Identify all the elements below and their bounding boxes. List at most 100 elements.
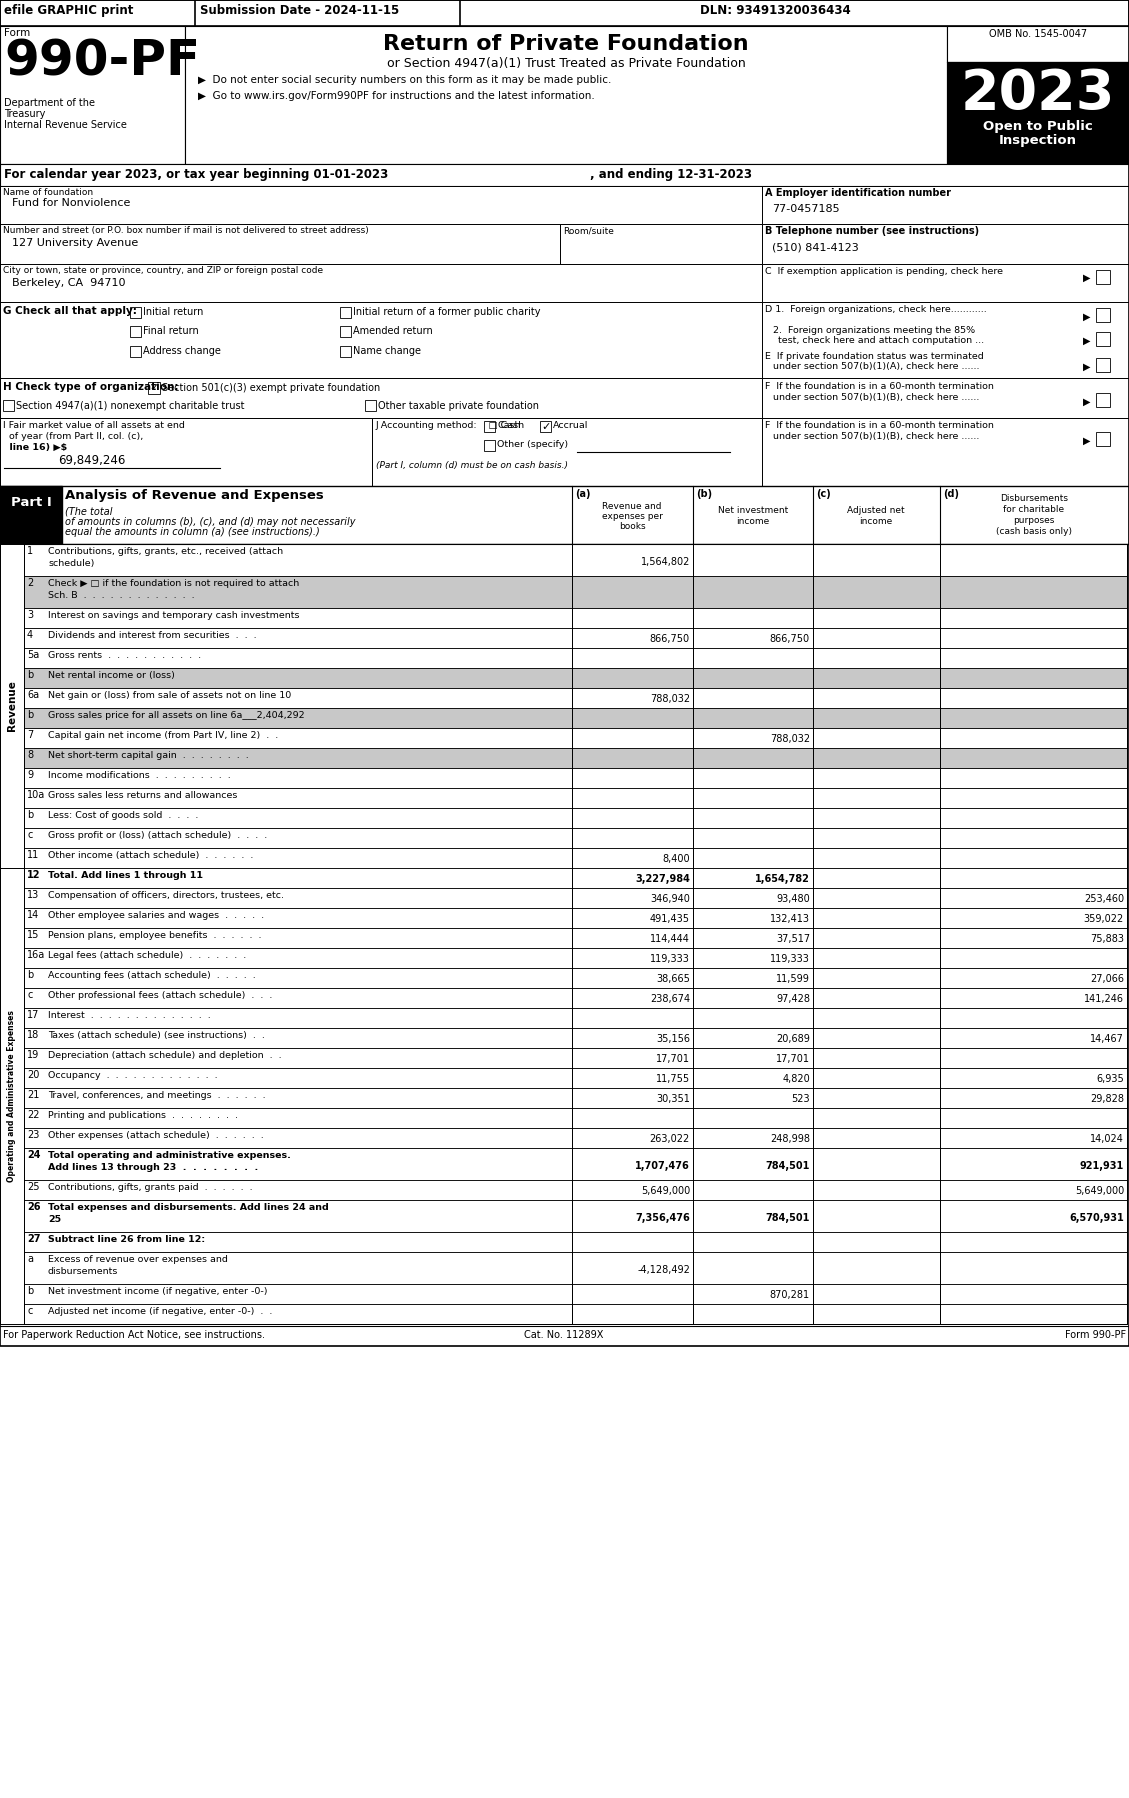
Bar (572, 608, 693, 628)
Bar (813, 728, 940, 748)
Bar (813, 575, 940, 608)
Bar (947, 25, 1129, 61)
Bar (940, 1127, 1127, 1147)
Text: disbursements: disbursements (49, 1268, 119, 1277)
Bar (940, 1009, 1127, 1028)
Bar (940, 1068, 1127, 1088)
Bar (24, 1028, 572, 1048)
Text: Taxes (attach schedule) (see instructions)  .  .: Taxes (attach schedule) (see instruction… (49, 1030, 265, 1039)
Text: Check ▶ □ if the foundation is not required to attach: Check ▶ □ if the foundation is not requi… (49, 579, 299, 588)
Text: Total operating and administrative expenses.: Total operating and administrative expen… (49, 1151, 291, 1160)
Bar (572, 1088, 693, 1108)
Text: 990-PF: 990-PF (5, 38, 200, 85)
Text: 4,820: 4,820 (782, 1073, 809, 1084)
Bar (940, 987, 1127, 1009)
Bar (484, 441, 495, 451)
Text: 12: 12 (27, 870, 41, 879)
Bar (130, 345, 141, 358)
Bar (572, 628, 693, 647)
Bar (693, 967, 813, 987)
Text: 2023: 2023 (961, 67, 1115, 120)
Bar (693, 948, 813, 967)
Text: A Employer identification number: A Employer identification number (765, 189, 951, 198)
Bar (813, 987, 940, 1009)
Text: Gross profit or (loss) (attach schedule)  .  .  .  .: Gross profit or (loss) (attach schedule)… (49, 831, 268, 840)
Text: Name of foundation: Name of foundation (3, 189, 93, 198)
Text: Operating and Administrative Expenses: Operating and Administrative Expenses (8, 1010, 17, 1181)
Text: 77-0457185: 77-0457185 (772, 203, 840, 214)
Bar (693, 669, 813, 689)
Bar (940, 608, 1127, 628)
Text: DLN: 93491320036434: DLN: 93491320036434 (700, 4, 851, 16)
Bar (24, 849, 572, 868)
Text: D 1.  Foreign organizations, check here............: D 1. Foreign organizations, check here..… (765, 306, 987, 315)
Bar (572, 545, 693, 575)
Text: Net investment: Net investment (718, 505, 788, 514)
Text: Other employee salaries and wages  .  .  .  .  .: Other employee salaries and wages . . . … (49, 912, 264, 921)
Bar (940, 1028, 1127, 1048)
Bar (813, 788, 940, 807)
Bar (572, 1304, 693, 1323)
Text: b: b (27, 969, 33, 980)
Bar (693, 788, 813, 807)
Bar (940, 647, 1127, 669)
Text: a: a (27, 1253, 33, 1264)
Text: , and ending 12-31-2023: , and ending 12-31-2023 (590, 167, 752, 182)
Bar (24, 768, 572, 788)
Text: 38,665: 38,665 (656, 975, 690, 984)
Bar (813, 608, 940, 628)
Bar (572, 967, 693, 987)
Text: 359,022: 359,022 (1084, 913, 1124, 924)
Bar (572, 948, 693, 967)
Bar (371, 417, 762, 485)
Text: Fund for Nonviolence: Fund for Nonviolence (12, 198, 130, 209)
Bar (693, 908, 813, 928)
Text: ✓: ✓ (149, 383, 158, 394)
Text: of year (from Part II, col. (c),: of year (from Part II, col. (c), (3, 432, 143, 441)
Bar (0, 264, 762, 302)
Text: Capital gain net income (from Part IV, line 2)  .  .: Capital gain net income (from Part IV, l… (49, 732, 278, 741)
Bar (940, 948, 1127, 967)
Text: 491,435: 491,435 (650, 913, 690, 924)
Bar (762, 185, 1129, 225)
Bar (693, 1232, 813, 1251)
Text: 127 University Avenue: 127 University Avenue (12, 237, 138, 248)
Bar (940, 1108, 1127, 1127)
Text: Department of the: Department of the (5, 99, 95, 108)
Text: Contributions, gifts, grants, etc., received (attach: Contributions, gifts, grants, etc., rece… (49, 547, 283, 556)
Bar (693, 689, 813, 708)
Bar (572, 748, 693, 768)
Text: 523: 523 (791, 1093, 809, 1104)
Text: Pension plans, employee benefits  .  .  .  .  .  .: Pension plans, employee benefits . . . .… (49, 931, 262, 940)
Bar (940, 928, 1127, 948)
Bar (693, 748, 813, 768)
Bar (24, 608, 572, 628)
Text: ▶: ▶ (1083, 361, 1091, 372)
Bar (940, 807, 1127, 829)
Bar (693, 545, 813, 575)
Text: (Part I, column (d) must be on cash basis.): (Part I, column (d) must be on cash basi… (376, 460, 568, 469)
Bar (762, 264, 1129, 302)
Text: efile GRAPHIC print: efile GRAPHIC print (5, 4, 133, 16)
Text: for charitable: for charitable (1004, 505, 1065, 514)
Text: Other professional fees (attach schedule)  .  .  .: Other professional fees (attach schedule… (49, 991, 272, 1000)
Bar (940, 888, 1127, 908)
Bar (693, 647, 813, 669)
Text: or Section 4947(a)(1) Trust Treated as Private Foundation: or Section 4947(a)(1) Trust Treated as P… (386, 58, 745, 70)
Text: B Telephone number (see instructions): B Telephone number (see instructions) (765, 227, 979, 236)
Text: 9: 9 (27, 770, 33, 780)
Text: 23: 23 (27, 1129, 40, 1140)
Text: 17: 17 (27, 1010, 40, 1019)
Text: 6a: 6a (27, 690, 40, 699)
Text: 16a: 16a (27, 949, 45, 960)
Bar (572, 1251, 693, 1284)
Text: under section 507(b)(1)(B), check here ......: under section 507(b)(1)(B), check here .… (773, 432, 979, 441)
Bar (693, 708, 813, 728)
Text: Internal Revenue Service: Internal Revenue Service (5, 120, 126, 129)
Text: 37,517: 37,517 (776, 933, 809, 944)
Text: Revenue and: Revenue and (602, 502, 662, 511)
Bar (0, 185, 762, 225)
Text: (b): (b) (695, 489, 712, 500)
Bar (762, 417, 1129, 485)
Text: c: c (27, 1305, 33, 1316)
